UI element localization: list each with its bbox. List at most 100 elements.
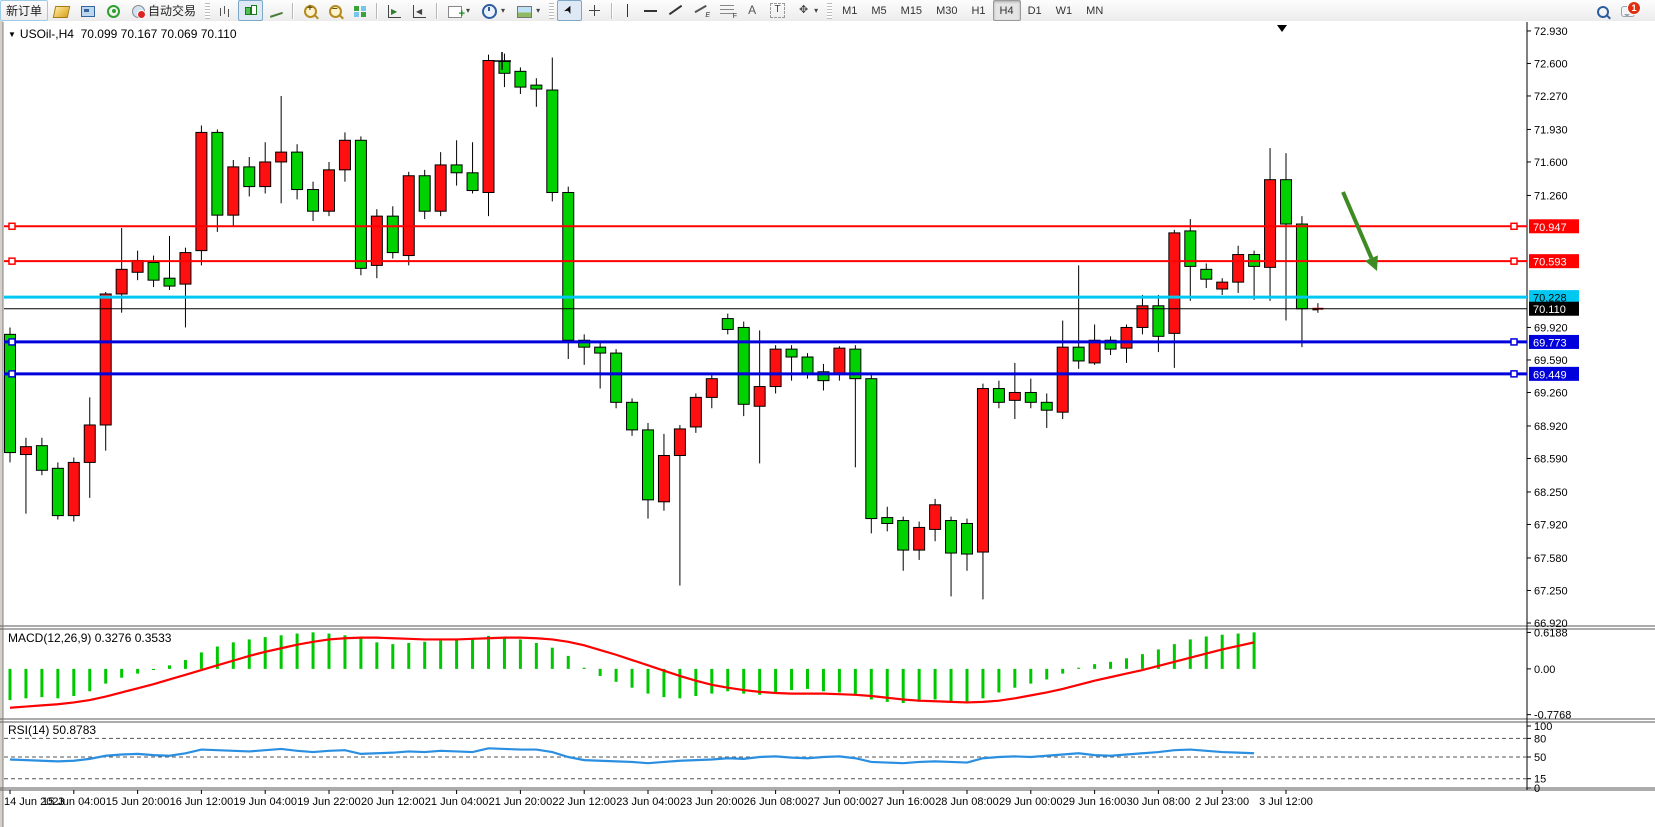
terminal-icon xyxy=(81,6,96,17)
panel-frame xyxy=(0,22,1655,827)
cursor-tool-button[interactable] xyxy=(557,0,583,21)
timeframe-m15-button[interactable]: M15 xyxy=(900,4,923,17)
arrows-icon: ✥ xyxy=(798,4,809,16)
collapse-triangle-icon[interactable]: ▼ xyxy=(8,30,16,39)
ohlc-values: 70.099 70.167 70.069 70.110 xyxy=(80,27,237,41)
fibonacci-tool-button[interactable] xyxy=(714,0,740,21)
cursor-icon xyxy=(563,4,576,17)
vertical-line-icon xyxy=(623,4,632,17)
timeframe-m30-button[interactable]: M30 xyxy=(936,4,958,17)
chart-svg[interactable]: 72.930 72.600 72.270 71.930 71.600 71.260 69.9… xyxy=(0,22,1655,827)
crosshair-tool-button[interactable] xyxy=(582,0,607,21)
auto-scroll-icon xyxy=(388,4,402,18)
svg-text:67.920: 67.920 xyxy=(1534,519,1568,531)
zoom-out-icon xyxy=(329,3,343,18)
svg-text:27 Jun 00:00: 27 Jun 00:00 xyxy=(808,796,872,808)
timeframe-h1-button[interactable]: H1 xyxy=(971,4,986,17)
chat-bubble-icon: 1 xyxy=(1621,1,1641,17)
trendline-tool-button[interactable] xyxy=(663,0,688,21)
zoom-in-icon xyxy=(304,3,318,18)
arrows-tool-button[interactable]: ✥ ▾ xyxy=(791,0,824,21)
timeframe-mn-button[interactable]: MN xyxy=(1086,4,1104,17)
svg-text:0.00: 0.00 xyxy=(1534,664,1555,676)
notification-badge: 1 xyxy=(1627,1,1641,15)
chart-shift-button[interactable] xyxy=(407,0,432,21)
chart-shift-marker-icon[interactable] xyxy=(1277,25,1287,32)
periods-button[interactable]: ▾ xyxy=(476,0,511,21)
chart-shift-icon xyxy=(413,4,427,18)
horizontal-line-icon xyxy=(644,4,658,17)
svg-text:16 Jun 12:00: 16 Jun 12:00 xyxy=(170,796,234,808)
candlestick-button[interactable] xyxy=(238,0,264,21)
auto-scroll-button[interactable] xyxy=(382,0,407,21)
notifications-button[interactable]: 1 xyxy=(1615,0,1641,21)
candles[interactable] xyxy=(4,53,1324,600)
svg-text:-0.7768: -0.7768 xyxy=(1534,710,1571,722)
label-tool-button[interactable]: T xyxy=(764,0,791,21)
timeframe-d1-button[interactable]: D1 xyxy=(1027,4,1042,17)
svg-text:70.110: 70.110 xyxy=(1533,304,1566,316)
arrow-annotation[interactable] xyxy=(1341,191,1378,271)
svg-text:28 Jun 08:00: 28 Jun 08:00 xyxy=(935,796,999,808)
bar-chart-button[interactable] xyxy=(213,0,238,21)
dropdown-arrow-icon: ▾ xyxy=(466,6,471,15)
svg-text:70.947: 70.947 xyxy=(1533,222,1567,234)
autotrading-label: 自动交易 xyxy=(148,4,197,18)
svg-text:67.250: 67.250 xyxy=(1534,585,1568,597)
new-order-button[interactable]: 新订单 xyxy=(0,0,49,21)
hline-tool-button[interactable] xyxy=(638,0,663,21)
svg-text:20 Jun 12:00: 20 Jun 12:00 xyxy=(361,796,425,808)
svg-text:72.930: 72.930 xyxy=(1534,26,1568,38)
text-tool-button[interactable]: A xyxy=(740,0,764,21)
timeframe-m5-button[interactable]: M5 xyxy=(871,4,887,17)
vline-tool-button[interactable] xyxy=(617,0,638,21)
svg-text:71.930: 71.930 xyxy=(1534,124,1568,136)
templates-button[interactable]: ▾ xyxy=(511,0,546,21)
svg-text:72.270: 72.270 xyxy=(1534,91,1568,103)
search-button[interactable] xyxy=(1591,0,1615,21)
svg-text:14 Jun 2023: 14 Jun 2023 xyxy=(4,796,65,808)
svg-text:3 Jul 12:00: 3 Jul 12:00 xyxy=(1259,796,1313,808)
timeframe-m1-button[interactable]: M1 xyxy=(842,4,858,17)
svg-text:68.590: 68.590 xyxy=(1534,453,1568,465)
toolbar-separator xyxy=(376,2,379,19)
line-chart-button[interactable] xyxy=(263,0,288,21)
svg-text:23 Jun 04:00: 23 Jun 04:00 xyxy=(616,796,680,808)
svg-text:19 Jun 22:00: 19 Jun 22:00 xyxy=(297,796,361,808)
svg-text:30 Jun 08:00: 30 Jun 08:00 xyxy=(1127,796,1191,808)
toolbar-separator xyxy=(436,2,439,19)
symbol-period: USOil-,H4 xyxy=(19,27,74,41)
channel-tool-button[interactable] xyxy=(688,0,714,21)
toolbar: 新订单 自动交易 ▾ ▾ ▾ A T ✥▾ M1M5M15M30H1H4D1W1… xyxy=(0,0,1655,22)
macd-indicator-label: MACD(12,26,9) 0.3276 0.3533 xyxy=(8,631,172,645)
indicators-button[interactable]: ▾ xyxy=(442,0,476,21)
price-axis: 72.930 72.600 72.270 71.930 71.600 71.260 69.9… xyxy=(1527,26,1568,630)
template-icon xyxy=(517,5,533,18)
signal-icon xyxy=(107,4,121,18)
svg-text:23 Jun 20:00: 23 Jun 20:00 xyxy=(680,796,744,808)
market-watch-button[interactable] xyxy=(75,0,101,21)
svg-text:21 Jun 20:00: 21 Jun 20:00 xyxy=(489,796,553,808)
trendline-icon xyxy=(669,4,682,17)
zoom-in-button[interactable] xyxy=(298,0,323,21)
chart-plot-area[interactable]: 72.930 72.600 72.270 71.930 71.600 71.260 69.9… xyxy=(0,22,1655,827)
channel-icon xyxy=(694,4,710,19)
svg-text:0: 0 xyxy=(1534,783,1540,795)
dropdown-arrow-icon: ▾ xyxy=(501,6,506,15)
signals-button[interactable] xyxy=(101,0,126,21)
tile-windows-button[interactable] xyxy=(348,0,372,21)
timeframe-h4-button[interactable]: H4 xyxy=(992,0,1021,21)
timeframe-w1-button[interactable]: W1 xyxy=(1055,4,1073,17)
clock-icon xyxy=(482,3,498,19)
svg-text:29 Jun 16:00: 29 Jun 16:00 xyxy=(1063,796,1127,808)
bar-chart-icon xyxy=(219,5,233,17)
dropdown-arrow-icon: ▾ xyxy=(814,6,819,15)
svg-text:27 Jun 16:00: 27 Jun 16:00 xyxy=(871,796,935,808)
order-history-button[interactable] xyxy=(48,0,75,21)
autotrading-button[interactable]: 自动交易 xyxy=(126,0,202,21)
fibonacci-icon xyxy=(720,5,737,20)
zoom-out-button[interactable] xyxy=(323,0,348,21)
